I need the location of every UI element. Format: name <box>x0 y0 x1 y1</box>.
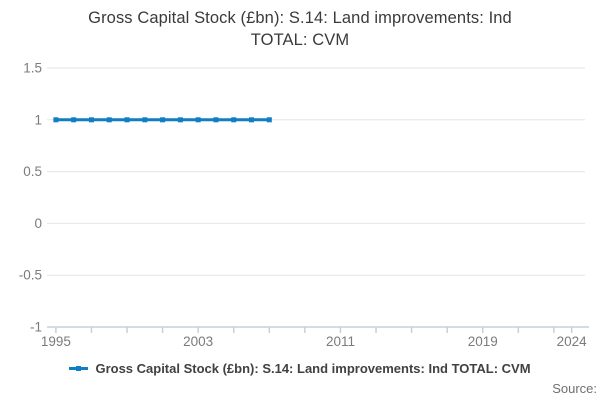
x-axis-tick-label: 2011 <box>326 334 355 349</box>
y-axis-tick-label: 0 <box>34 216 42 231</box>
chart-title: Gross Capital Stock (£bn): S.14: Land im… <box>0 7 600 51</box>
data-point-marker[interactable] <box>106 117 112 123</box>
data-point-marker[interactable] <box>231 117 237 123</box>
legend-label: Gross Capital Stock (£bn): S.14: Land im… <box>95 361 531 376</box>
x-axis-tick-label: 2003 <box>183 334 213 349</box>
chart-legend: Gross Capital Stock (£bn): S.14: Land im… <box>0 361 600 376</box>
data-point-marker[interactable] <box>53 117 59 123</box>
x-axis-tick-label: 1995 <box>41 334 71 349</box>
y-axis-tick-label: 0.5 <box>23 164 42 179</box>
chart-title-line-1: Gross Capital Stock (£bn): S.14: Land im… <box>88 9 512 27</box>
data-point-marker[interactable] <box>177 117 183 123</box>
data-point-marker[interactable] <box>71 117 77 123</box>
data-point-marker[interactable] <box>266 117 272 123</box>
legend-item[interactable]: Gross Capital Stock (£bn): S.14: Land im… <box>69 361 531 376</box>
y-axis-tick-label: -0.5 <box>19 268 42 283</box>
data-point-marker[interactable] <box>249 117 255 123</box>
y-axis-tick-label: 1.5 <box>23 61 42 76</box>
series-line-icon <box>69 366 89 371</box>
x-axis-tick-label: 2024 <box>557 334 588 349</box>
chart-title-line-2: TOTAL: CVM <box>250 31 350 49</box>
y-axis-tick-label: 1 <box>34 112 42 127</box>
data-point-marker[interactable] <box>88 117 94 123</box>
data-point-marker[interactable] <box>124 117 130 123</box>
y-axis-tick-label: -1 <box>30 320 42 335</box>
data-point-marker[interactable] <box>142 117 148 123</box>
data-point-marker[interactable] <box>160 117 166 123</box>
x-axis-tick-label: 2019 <box>468 334 498 349</box>
source-label: Source: <box>552 381 597 396</box>
data-point-marker[interactable] <box>213 117 219 123</box>
data-point-marker[interactable] <box>195 117 201 123</box>
